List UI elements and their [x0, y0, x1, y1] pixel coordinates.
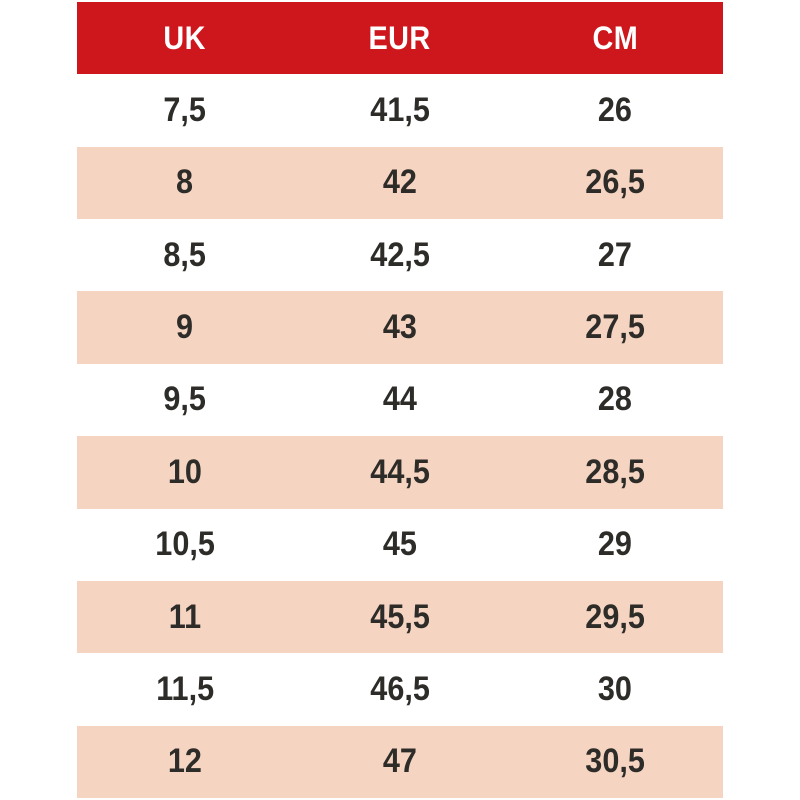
- cell-uk: 7,5: [77, 74, 292, 146]
- cell-value: 8: [176, 163, 194, 202]
- cell-value: 27,5: [585, 308, 646, 347]
- cell-cm: 30: [508, 653, 723, 725]
- table-row: 7,5 41,5 26: [77, 74, 723, 147]
- cell-uk: 11,5: [77, 653, 292, 725]
- cell-value: 44,5: [370, 452, 430, 491]
- cell-eur: 42: [292, 147, 507, 219]
- cell-value: 7,5: [163, 91, 206, 130]
- cell-uk: 9,5: [77, 364, 292, 436]
- cell-cm: 28: [508, 364, 723, 436]
- cell-eur: 45,5: [292, 581, 507, 653]
- table-row: 11,5 46,5 30: [77, 653, 723, 726]
- cell-value: 9,5: [163, 380, 206, 419]
- cell-value: 41,5: [370, 91, 430, 130]
- header-label-eur: EUR: [368, 19, 432, 56]
- cell-uk: 10,5: [77, 509, 292, 581]
- cell-value: 29,5: [585, 597, 646, 636]
- cell-eur: 46,5: [292, 653, 507, 725]
- cell-value: 11,5: [155, 669, 214, 708]
- cell-value: 44: [382, 380, 418, 419]
- header-cell-cm: CM: [508, 2, 723, 74]
- cell-cm: 29,5: [508, 581, 723, 653]
- cell-uk: 10: [77, 436, 292, 508]
- table-row: 9,5 44 28: [77, 363, 723, 437]
- cell-value: 43: [382, 308, 418, 347]
- cell-eur: 41,5: [292, 74, 507, 146]
- cell-cm: 26,5: [508, 147, 723, 219]
- header-label-uk: UK: [163, 19, 206, 56]
- cell-uk: 8: [77, 147, 292, 219]
- cell-uk: 9: [77, 291, 292, 363]
- table-header-row: UK EUR CM: [77, 2, 723, 75]
- table-row: 8 42 26,5: [77, 146, 723, 220]
- cell-value: 30: [598, 669, 633, 708]
- cell-value: 26: [598, 91, 633, 130]
- cell-value: 9: [176, 308, 194, 347]
- cell-uk: 8,5: [77, 219, 292, 291]
- cell-cm: 26: [508, 74, 723, 146]
- cell-value: 26,5: [585, 163, 646, 202]
- cell-eur: 47: [292, 726, 507, 798]
- table-row: 9 43 27,5: [77, 291, 723, 364]
- cell-value: 42,5: [370, 235, 430, 274]
- cell-value: 29: [598, 525, 633, 564]
- cell-value: 28,5: [585, 452, 646, 491]
- table-row: 10,5 45 29: [77, 508, 723, 581]
- header-cell-uk: UK: [77, 2, 292, 74]
- cell-value: 30,5: [585, 742, 646, 781]
- cell-value: 12: [167, 742, 202, 781]
- cell-cm: 29: [508, 509, 723, 581]
- cell-value: 10,5: [154, 525, 215, 564]
- size-table: UK EUR CM 7,5 41,5 26 8 42 26,5 8,5 42,5 27 9 43 27…: [77, 2, 723, 798]
- table-row: 12 47 30,5: [77, 725, 723, 798]
- cell-eur: 45: [292, 509, 507, 581]
- table-row: 8,5 42,5 27: [77, 219, 723, 292]
- cell-cm: 27: [508, 219, 723, 291]
- cell-cm: 28,5: [508, 436, 723, 508]
- cell-eur: 44: [292, 364, 507, 436]
- cell-eur: 44,5: [292, 436, 507, 508]
- header-label-cm: CM: [592, 19, 639, 56]
- cell-cm: 27,5: [508, 291, 723, 363]
- cell-uk: 12: [77, 726, 292, 798]
- cell-value: 46,5: [370, 669, 430, 708]
- cell-value: 27: [598, 235, 633, 274]
- cell-value: 45,5: [370, 597, 430, 636]
- cell-value: 45: [382, 525, 418, 564]
- cell-uk: 11: [77, 581, 292, 653]
- cell-value: 28: [598, 380, 633, 419]
- cell-value: 8,5: [163, 235, 206, 274]
- table-row: 10 44,5 28,5: [77, 436, 723, 509]
- header-cell-eur: EUR: [292, 2, 507, 74]
- cell-eur: 43: [292, 291, 507, 363]
- cell-eur: 42,5: [292, 219, 507, 291]
- cell-value: 11: [168, 597, 201, 636]
- cell-value: 10: [167, 452, 202, 491]
- cell-value: 42: [382, 163, 418, 202]
- cell-value: 47: [382, 742, 418, 781]
- cell-cm: 30,5: [508, 726, 723, 798]
- table-row: 11 45,5 29,5: [77, 580, 723, 654]
